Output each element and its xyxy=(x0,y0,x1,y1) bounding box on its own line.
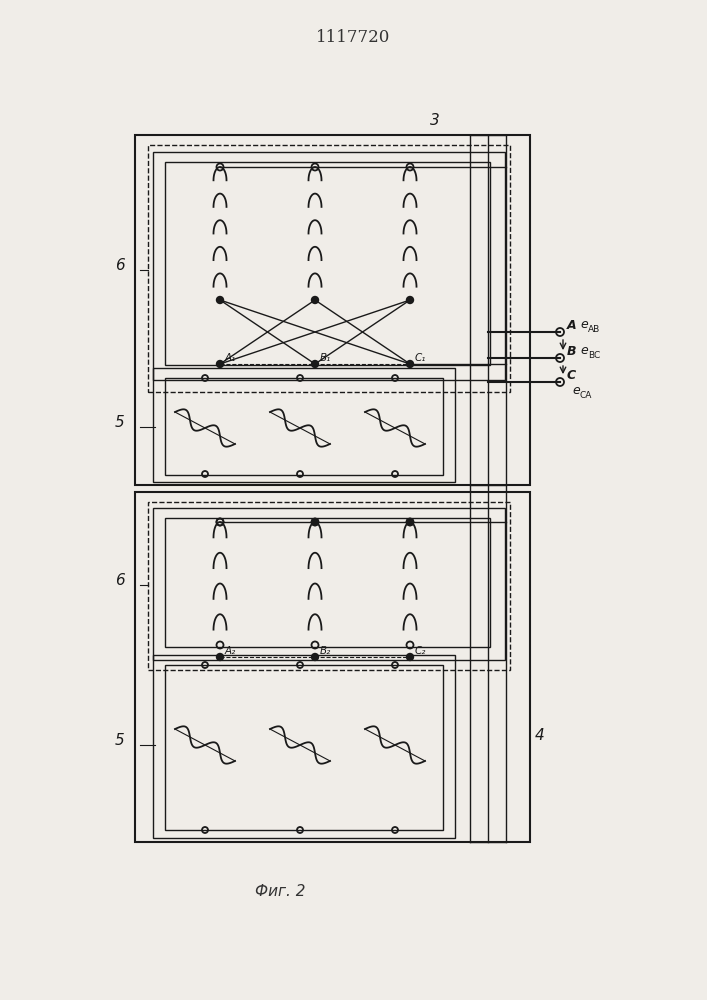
Circle shape xyxy=(216,296,223,304)
Text: 5: 5 xyxy=(115,415,124,430)
Bar xyxy=(148,145,510,392)
Bar xyxy=(153,508,505,660)
Text: 5: 5 xyxy=(115,733,124,748)
Bar xyxy=(153,655,455,838)
Text: A: A xyxy=(567,319,577,332)
Circle shape xyxy=(407,296,414,304)
Bar xyxy=(165,378,443,475)
Text: C₁: C₁ xyxy=(415,353,426,363)
Circle shape xyxy=(312,296,318,304)
Text: 6: 6 xyxy=(115,258,124,273)
Text: C: C xyxy=(567,369,576,382)
Text: 6: 6 xyxy=(115,573,124,588)
Circle shape xyxy=(407,654,414,660)
Text: B: B xyxy=(567,345,576,358)
Text: 3: 3 xyxy=(430,113,440,128)
Text: CA: CA xyxy=(580,391,592,400)
Bar xyxy=(165,518,490,647)
Text: B₂: B₂ xyxy=(320,646,332,656)
Bar xyxy=(165,162,490,365)
Circle shape xyxy=(407,360,414,367)
Text: B₁: B₁ xyxy=(320,353,332,363)
Circle shape xyxy=(312,360,318,367)
Text: BC: BC xyxy=(588,351,600,360)
Bar xyxy=(153,152,505,380)
Text: e: e xyxy=(580,344,588,357)
Text: 4: 4 xyxy=(535,728,545,743)
Text: A₁: A₁ xyxy=(225,353,236,363)
Text: e: e xyxy=(580,318,588,331)
Text: e: e xyxy=(572,384,580,397)
Text: A₂: A₂ xyxy=(225,646,236,656)
Bar xyxy=(135,492,530,842)
Text: AB: AB xyxy=(588,325,600,334)
Text: Фиг. 2: Фиг. 2 xyxy=(255,884,305,900)
Bar xyxy=(165,665,443,830)
Text: C₂: C₂ xyxy=(415,646,426,656)
Circle shape xyxy=(216,360,223,367)
Text: 1117720: 1117720 xyxy=(316,29,390,46)
Circle shape xyxy=(216,654,223,660)
Circle shape xyxy=(407,518,414,526)
Circle shape xyxy=(312,654,318,660)
Bar xyxy=(153,368,455,482)
Bar xyxy=(135,135,530,485)
Bar xyxy=(148,502,510,670)
Circle shape xyxy=(312,518,318,526)
